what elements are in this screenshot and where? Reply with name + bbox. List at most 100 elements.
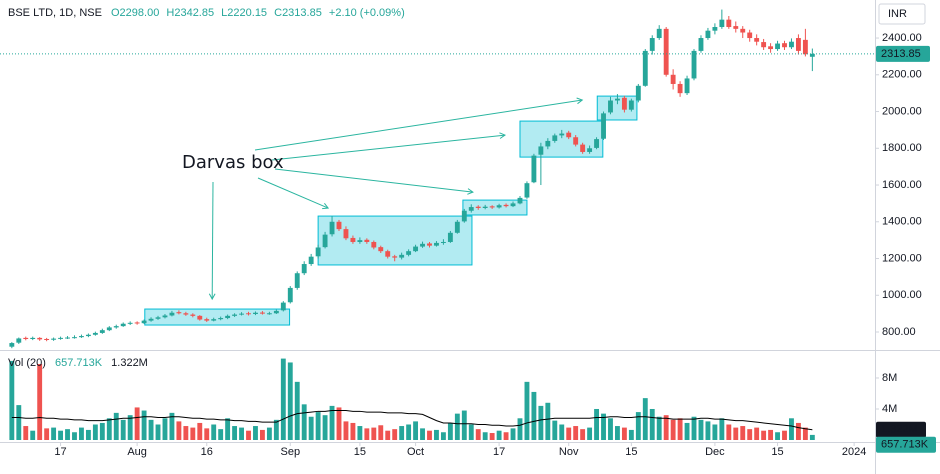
- candle-body: [705, 30, 711, 39]
- y-tick-label: 1800.00: [882, 142, 922, 154]
- candle-body: [642, 50, 648, 86]
- volume-last-tag-label: 657.713K: [881, 439, 929, 451]
- annotation: Darvas box: [182, 152, 284, 173]
- volume-bar: [37, 364, 43, 440]
- volume-bar: [434, 429, 439, 440]
- volume-bar: [733, 427, 739, 440]
- candle-body: [51, 338, 57, 340]
- candle-body: [329, 221, 335, 235]
- candle-body: [127, 322, 133, 324]
- candle-body: [58, 337, 63, 339]
- candle-body: [635, 85, 641, 101]
- candle-body: [670, 74, 676, 84]
- volume-bar: [371, 427, 377, 440]
- volume-ma-line: [11, 410, 813, 431]
- candle-body: [503, 204, 509, 207]
- candle-body: [454, 221, 460, 233]
- volume-bar: [183, 426, 189, 440]
- volume-bar: [649, 408, 655, 440]
- volume-bar: [58, 430, 63, 440]
- volume-bar: [322, 415, 328, 440]
- currency[interactable]: INR: [888, 8, 907, 20]
- candle-body: [545, 140, 551, 147]
- volume-bar: [197, 422, 203, 440]
- volume-bar: [608, 418, 613, 440]
- candle-body: [113, 326, 119, 328]
- candle-body: [621, 97, 627, 110]
- candle-body: [420, 243, 425, 247]
- volume-bar: [719, 418, 725, 440]
- volume-tick-label: 4M: [882, 403, 897, 415]
- candle-body: [440, 241, 446, 243]
- candle-body: [489, 206, 495, 208]
- arrow-head: [499, 132, 507, 139]
- y-tick-label: 800.00: [882, 326, 916, 338]
- arrow: [274, 168, 473, 193]
- last-price-label: 2313.85: [881, 48, 921, 60]
- volume-bar: [169, 412, 175, 440]
- candle-body: [566, 132, 572, 138]
- symbol: BSE LTD, 1D, NSE: [8, 7, 102, 19]
- candle-body: [531, 155, 537, 183]
- candle-body: [280, 302, 286, 311]
- volume-title: Vol (20): [8, 357, 46, 369]
- candle-body: [475, 206, 481, 208]
- arrow: [257, 177, 329, 209]
- candle-body: [308, 256, 314, 265]
- x-tick-label: Sep: [280, 446, 300, 458]
- volume-bar: [809, 434, 815, 440]
- volume-bar: [789, 418, 794, 440]
- volume-bar: [802, 427, 808, 440]
- candle-body: [190, 314, 196, 316]
- candle-body: [601, 113, 606, 139]
- candle-body: [795, 38, 801, 51]
- overlay: BSE LTD, 1D, NSE O2298.00 H2342.85 L2220…: [8, 3, 926, 369]
- volume-bar: [148, 419, 154, 440]
- candle-body: [559, 133, 565, 136]
- candle-body: [16, 338, 22, 343]
- x-tick-label: 2024: [842, 446, 866, 458]
- volume-bar: [232, 426, 238, 440]
- volume-bar: [399, 426, 405, 440]
- candle-body: [392, 256, 398, 258]
- candle-body: [809, 53, 815, 57]
- candle-body: [99, 330, 105, 333]
- volume-bar: [287, 362, 293, 440]
- y-tick-label: 2000.00: [882, 105, 922, 117]
- candle-body: [656, 28, 662, 39]
- candle-body: [37, 337, 43, 340]
- candle-body: [517, 197, 523, 204]
- volume-bar: [364, 428, 370, 440]
- candle-body: [461, 210, 467, 222]
- volume-bar: [127, 415, 133, 440]
- y-tick-label: 2200.00: [882, 69, 922, 81]
- volume-bar: [782, 430, 787, 440]
- volume-bar: [566, 427, 572, 440]
- volume-tick-label: 8M: [882, 372, 897, 384]
- volume-bar: [454, 413, 460, 440]
- candle-body: [427, 243, 432, 246]
- y-tick-label: 1200.00: [882, 252, 922, 264]
- currency-box[interactable]: [878, 3, 926, 25]
- volume-bar: [740, 426, 746, 440]
- chart-header: BSE LTD, 1D, NSE O2298.00 H2342.85 L2220…: [8, 7, 405, 19]
- y-tick-label: 2400.00: [882, 32, 922, 44]
- candle-body: [677, 83, 683, 94]
- candle-body: [357, 240, 363, 242]
- candle-body: [782, 43, 787, 48]
- volume-bar: [141, 410, 147, 440]
- volume-bar: [475, 429, 481, 440]
- candle-body: [134, 322, 140, 324]
- candle-body: [447, 232, 453, 242]
- volume-bar: [642, 398, 648, 440]
- y-tick-label: 1000.00: [882, 289, 922, 301]
- candle-body: [72, 337, 77, 339]
- candle-body: [79, 336, 84, 338]
- candle-body: [155, 317, 161, 319]
- candle-body: [663, 28, 669, 75]
- candle-body: [294, 273, 300, 288]
- candle-body: [322, 234, 328, 248]
- candle-body: [162, 315, 168, 318]
- candle-body: [266, 313, 272, 315]
